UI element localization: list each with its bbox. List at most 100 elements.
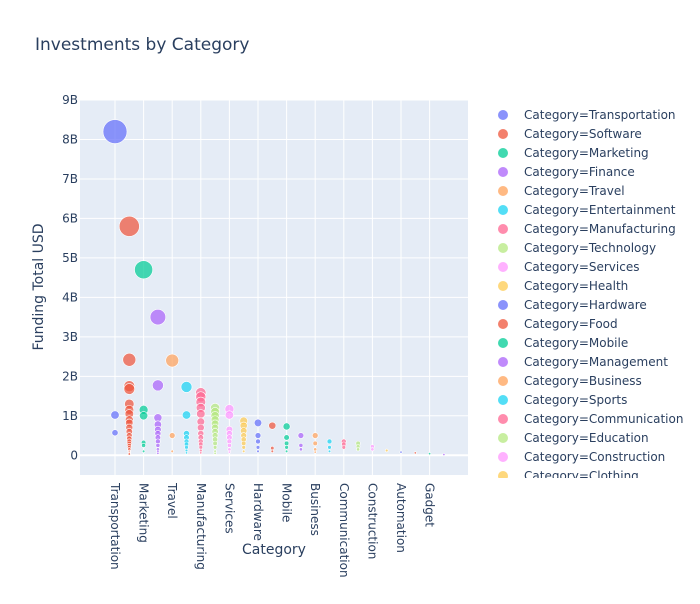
x-tick-label: Communication [337, 483, 351, 578]
legend-label: Category=Technology [524, 241, 656, 255]
plot-area [80, 100, 468, 475]
legend-marker [498, 167, 508, 177]
data-point [341, 445, 346, 450]
data-point [227, 447, 232, 452]
data-point [141, 442, 146, 448]
y-tick-label: 3B [62, 330, 78, 344]
data-point [326, 438, 333, 445]
data-point [442, 452, 446, 456]
data-point [198, 445, 203, 450]
x-tick-label: Construction [365, 483, 379, 559]
x-tick-label: Services [222, 483, 236, 534]
data-point [311, 432, 319, 439]
data-point [213, 451, 217, 455]
legend-label: Category=Sports [524, 393, 627, 407]
data-point [297, 432, 305, 439]
legend-marker [498, 110, 508, 120]
legend-label: Category=Health [524, 279, 628, 293]
legend-label: Category=Education [524, 431, 649, 445]
legend-label: Category=Travel [524, 184, 625, 198]
y-tick-label: 8B [62, 132, 78, 146]
data-point [255, 438, 261, 445]
data-point [241, 445, 246, 450]
data-point [127, 452, 131, 456]
data-point [327, 449, 332, 453]
legend-label: Category=Marketing [524, 146, 649, 160]
data-point [227, 442, 232, 448]
data-point [196, 409, 206, 419]
data-point [327, 445, 332, 450]
legend-label: Category=Clothing [524, 469, 639, 483]
legend-label: Category=Software [524, 127, 642, 141]
legend-marker [498, 186, 508, 196]
x-tick-label: Transportation [108, 482, 122, 570]
data-point [256, 449, 260, 453]
legend-marker [498, 414, 508, 424]
data-point [180, 381, 193, 393]
data-point [270, 449, 274, 453]
x-tick-label: Gadget [423, 483, 437, 527]
y-tick-label: 9B [62, 93, 78, 107]
legend-label: Category=Communication [524, 412, 683, 426]
legend-label: Category=Mobile [524, 336, 628, 350]
data-point [253, 418, 263, 427]
data-point [152, 379, 164, 392]
x-tick-label: Automation [394, 483, 408, 553]
data-point [184, 445, 189, 450]
legend-marker [498, 471, 508, 478]
x-tick-label: Business [308, 483, 322, 536]
data-point [149, 308, 167, 326]
data-point [312, 440, 318, 447]
data-point [399, 450, 403, 454]
legend-marker [498, 300, 508, 310]
legend-label: Category=Services [524, 260, 639, 274]
x-tick-label: Travel [165, 482, 179, 519]
y-tick-label: 1B [62, 409, 78, 423]
data-point [199, 451, 203, 455]
data-point [227, 450, 231, 454]
data-point [370, 447, 375, 452]
legend-label: Category=Construction [524, 450, 665, 464]
data-point [270, 446, 275, 451]
data-point [313, 450, 317, 454]
legend-label: Category=Transportation [524, 108, 676, 122]
y-tick-label: 2B [62, 369, 78, 383]
legend-label: Category=Finance [524, 165, 635, 179]
data-point [165, 353, 179, 368]
x-axis-label: Category [242, 542, 306, 558]
x-tick-label: Mobile [280, 483, 294, 522]
data-point [123, 383, 136, 395]
data-point [122, 352, 137, 367]
y-tick-label: 0 [70, 448, 78, 462]
legend-label: Category=Hardware [524, 298, 647, 312]
legend-marker [498, 338, 508, 348]
data-point [242, 449, 246, 453]
legend-marker [498, 243, 508, 253]
data-point [284, 440, 290, 447]
legend-label: Category=Entertainment [524, 203, 676, 217]
y-tick-label: 4B [62, 290, 78, 304]
data-point [284, 445, 289, 450]
data-point [241, 440, 247, 447]
legend-label: Category=Management [524, 355, 668, 369]
y-tick-label: 7B [62, 172, 78, 186]
data-point [254, 432, 262, 439]
legend-marker [498, 376, 508, 386]
data-point [102, 119, 128, 144]
x-tick-labels: Transportation Marketing Travel Manufacturi… [108, 482, 437, 578]
data-point [185, 451, 189, 455]
data-point [170, 449, 174, 453]
y-tick-label: 5B [62, 251, 78, 265]
x-tick-label: Hardware [251, 483, 265, 541]
data-point [268, 421, 277, 430]
data-point [313, 447, 318, 452]
data-point [356, 447, 361, 452]
legend-label: Category=Business [524, 374, 642, 388]
data-point [111, 429, 119, 437]
chart-title: Investments by Category [35, 35, 249, 55]
markers [102, 119, 446, 456]
data-point [181, 410, 192, 420]
legend-marker [498, 281, 508, 291]
